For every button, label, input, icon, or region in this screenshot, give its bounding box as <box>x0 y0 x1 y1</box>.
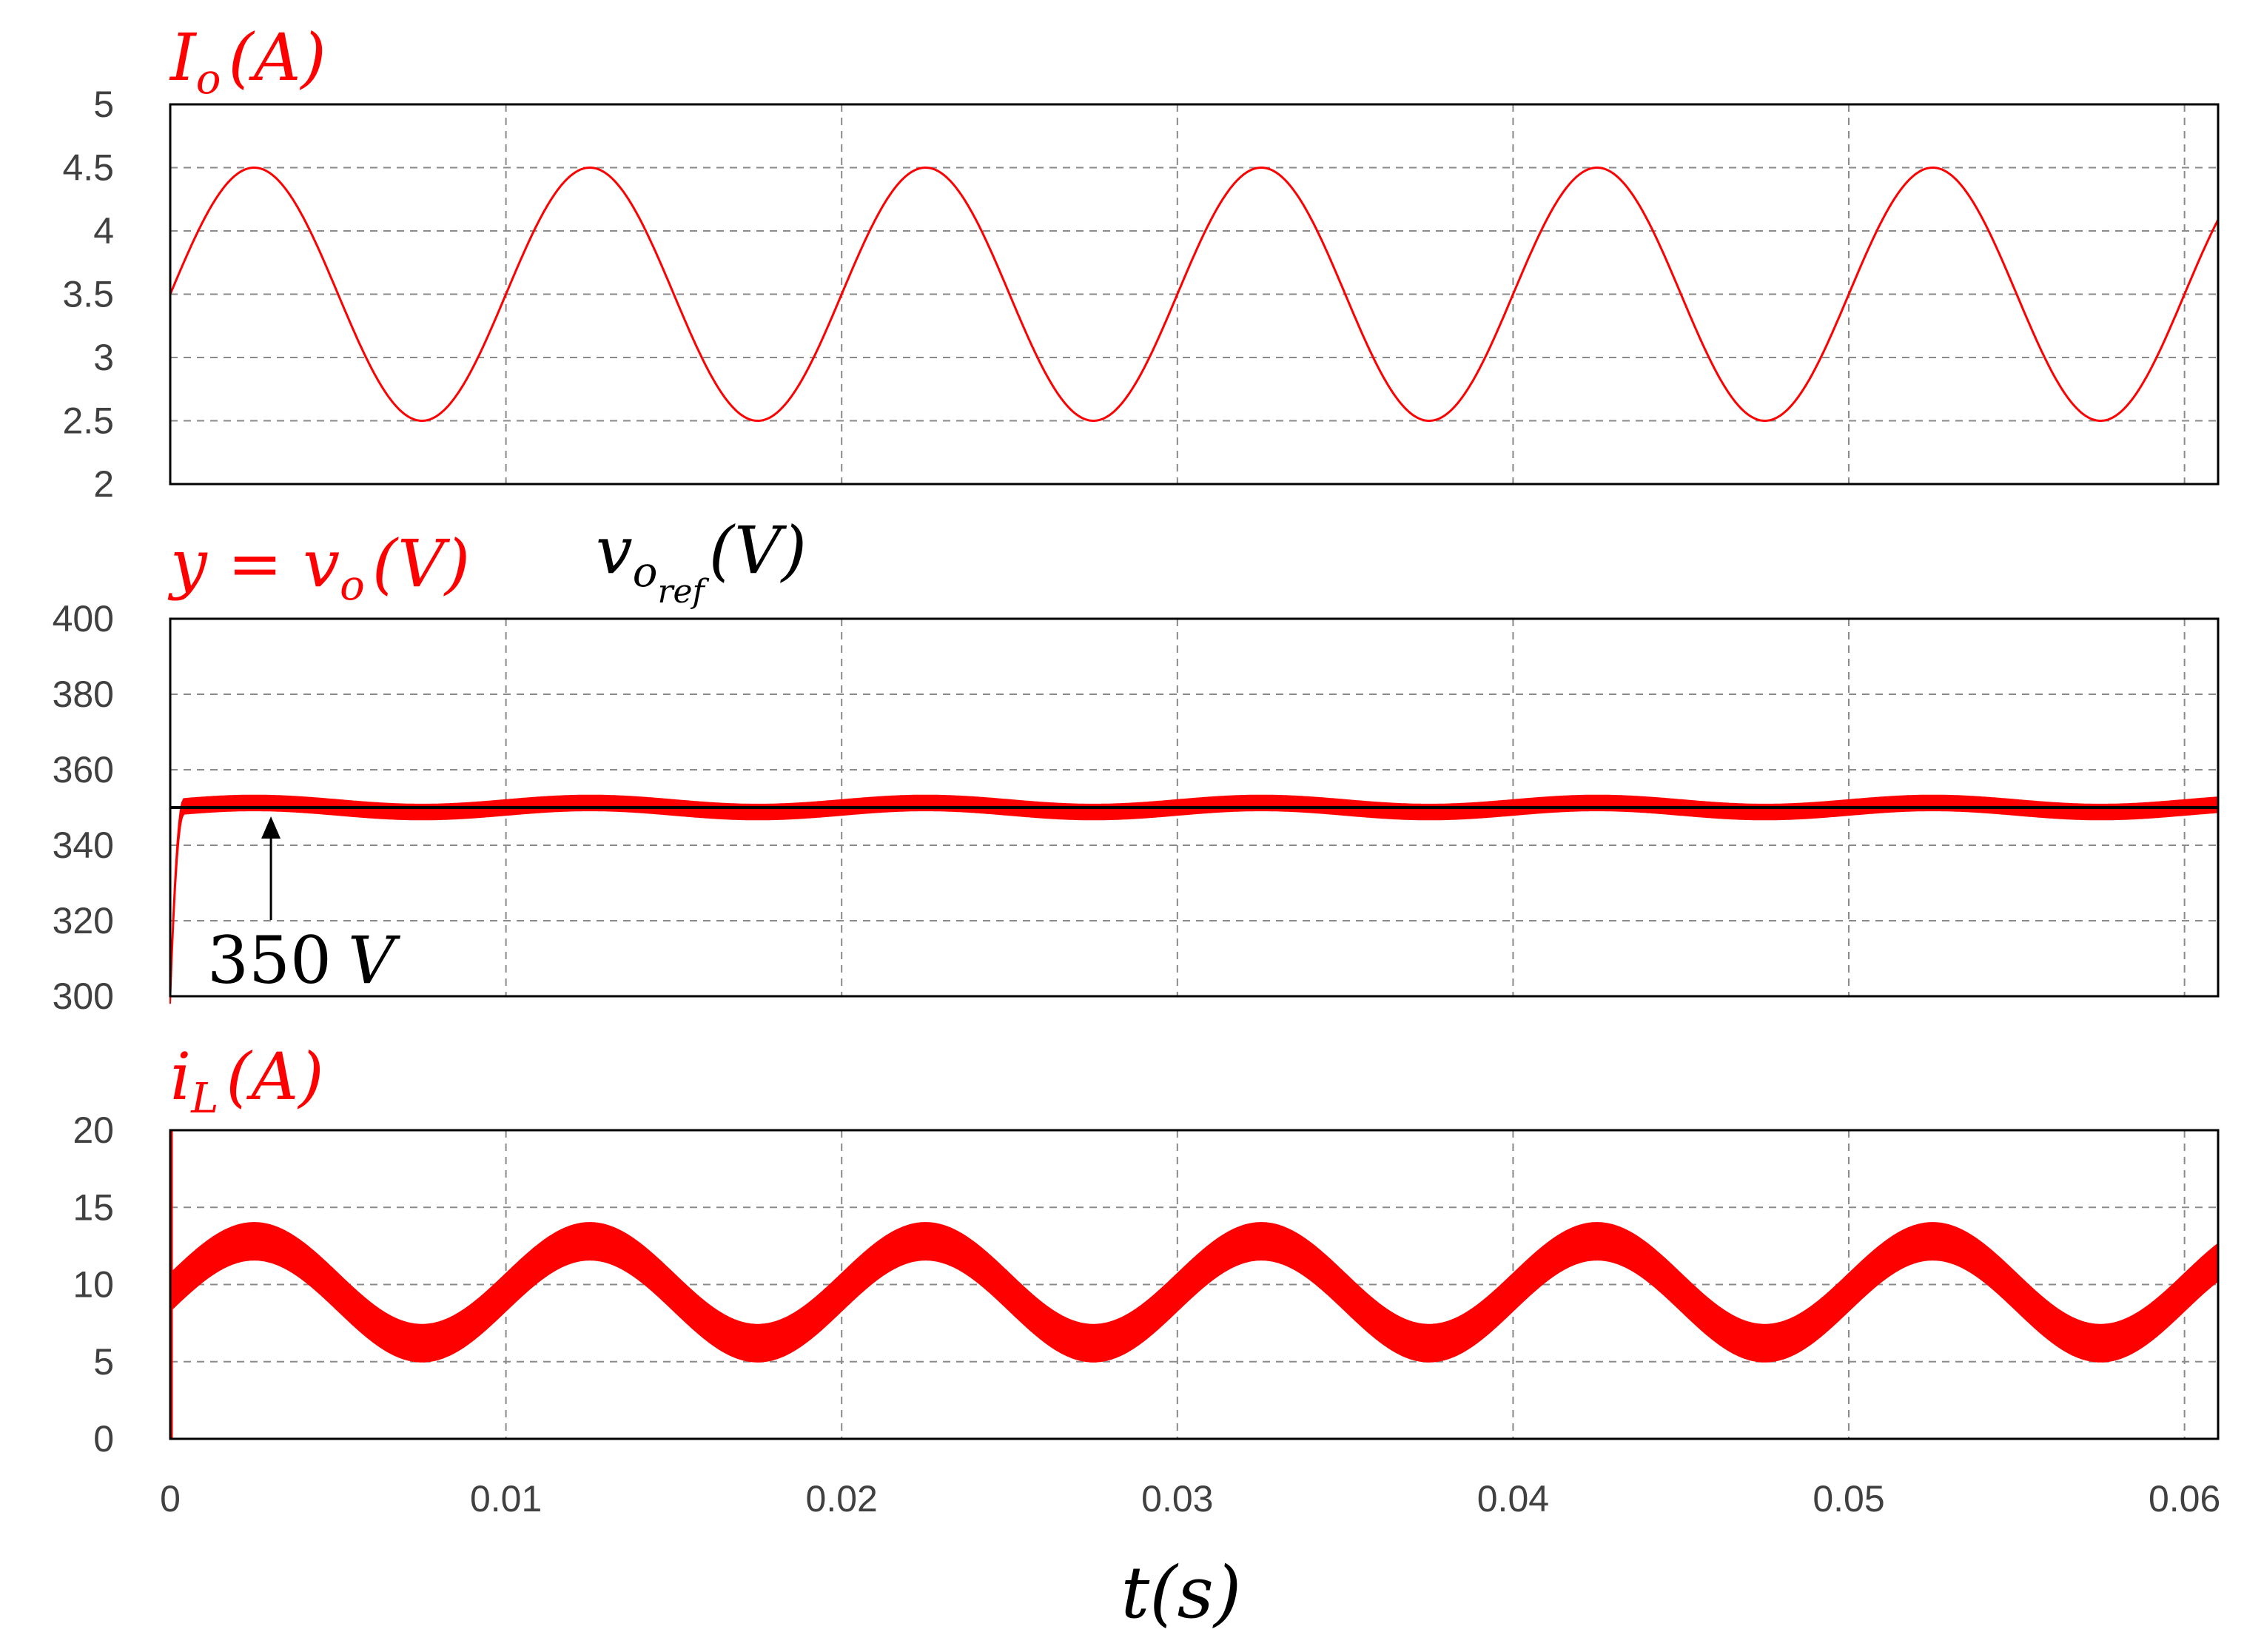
x-tick-label: 0.05 <box>1813 1478 1884 1520</box>
annotation-arrow-head <box>261 816 281 839</box>
x-tick-label: 0.01 <box>470 1478 542 1520</box>
io-gridlines <box>170 104 2218 484</box>
io-yticks: 5 4.5 4 3.5 3 2.5 2 <box>62 84 114 505</box>
vo-annotation: 350 V <box>207 816 401 998</box>
panel-vo: y = vo (V) voref(V) 400 380 360 340 320 300 35… <box>53 512 2220 1017</box>
il-ytick-label: 15 <box>73 1186 114 1228</box>
x-tick-label: 0.02 <box>806 1478 878 1520</box>
io-ytick-label: 2.5 <box>62 400 114 442</box>
vo-ytick-label: 400 <box>53 598 114 639</box>
io-ytick-label: 3.5 <box>62 274 114 315</box>
vo-ytick-label: 320 <box>53 900 114 941</box>
vo-series <box>169 794 2219 1004</box>
x-tick-label: 0 <box>160 1478 181 1520</box>
il-series-iL <box>169 1222 2219 1363</box>
io-ytick-label: 4.5 <box>62 147 114 189</box>
io-ytick-label: 5 <box>93 84 114 125</box>
il-ytick-label: 0 <box>93 1418 114 1460</box>
x-axis-label: t(s) <box>1121 1551 1242 1634</box>
io-ytick-label: 3 <box>93 337 114 378</box>
vo-yticks: 400 380 360 340 320 300 <box>53 598 114 1017</box>
vo-ytick-label: 340 <box>53 825 114 866</box>
io-plot-frame <box>169 103 2220 486</box>
il-plot-frame <box>169 1129 2220 1440</box>
vo-series-vo <box>169 794 2219 1004</box>
panel-il: iL (A) 20 15 10 5 0 <box>73 1038 2220 1460</box>
io-title: Io (A) <box>169 19 326 104</box>
vo-title: y = vo (V) <box>167 526 470 610</box>
il-yticks: 20 15 10 5 0 <box>73 1109 114 1460</box>
panel-io: Io (A) 5 4.5 4 3.5 3 2.5 2 <box>62 19 2220 505</box>
vo-ref-title: voref(V) <box>596 512 807 611</box>
io-ytick-label: 2 <box>93 463 114 505</box>
x-tick-label: 0.06 <box>2149 1478 2220 1520</box>
io-series <box>169 167 2220 422</box>
il-ytick-label: 10 <box>73 1264 114 1306</box>
vo-ytick-label: 360 <box>53 749 114 790</box>
x-axis-ticks: 0 0.01 0.02 0.03 0.04 0.05 0.06 <box>160 1478 2220 1520</box>
io-series-Io <box>169 167 2220 422</box>
vo-ytick-label: 300 <box>53 976 114 1017</box>
il-ytick-label: 20 <box>73 1109 114 1151</box>
annotation-label: 350 V <box>207 922 401 998</box>
il-ytick-label: 5 <box>93 1341 114 1383</box>
vo-ytick-label: 380 <box>53 674 114 715</box>
il-title: iL (A) <box>170 1038 324 1123</box>
io-ytick-label: 4 <box>93 210 114 252</box>
vo-plot-frame <box>169 617 2220 998</box>
x-tick-label: 0.04 <box>1477 1478 1549 1520</box>
x-tick-label: 0.03 <box>1141 1478 1213 1520</box>
